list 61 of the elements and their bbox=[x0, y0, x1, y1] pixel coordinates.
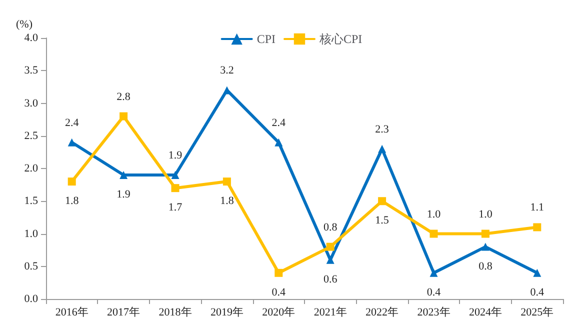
data-label: 0.6 bbox=[323, 273, 338, 286]
data-label: 0.8 bbox=[478, 260, 493, 272]
x-tick-label: 2020年 bbox=[262, 306, 296, 318]
data-label: 0.4 bbox=[426, 286, 442, 298]
y-tick-label: 0.5 bbox=[24, 260, 38, 272]
point bbox=[222, 178, 231, 186]
x-tick-label: 2021年 bbox=[314, 306, 347, 318]
x-tick-label: 2016年 bbox=[55, 306, 88, 318]
y-tick-label: 4.0 bbox=[24, 32, 38, 44]
point bbox=[68, 178, 76, 186]
point bbox=[378, 197, 386, 206]
y-tick-label: 3.0 bbox=[24, 97, 38, 110]
y-tick-label: 1.0 bbox=[24, 228, 38, 240]
data-label: 1.9 bbox=[168, 150, 183, 162]
data-label: 0.8 bbox=[323, 221, 338, 234]
data-label: 0.4 bbox=[530, 286, 545, 298]
point bbox=[533, 223, 542, 232]
y-axis-title: (%) bbox=[16, 18, 33, 30]
point bbox=[481, 242, 490, 251]
point bbox=[481, 230, 490, 238]
data-label: 1.8 bbox=[220, 195, 234, 208]
y-tick-label: 2.5 bbox=[24, 130, 38, 142]
x-tick-label: 2022年 bbox=[366, 306, 399, 318]
point bbox=[68, 138, 76, 146]
point bbox=[326, 256, 334, 264]
point bbox=[171, 171, 180, 180]
point bbox=[326, 242, 334, 251]
data-label: 1.9 bbox=[116, 188, 131, 201]
data-label: 2.8 bbox=[116, 90, 131, 103]
data-label: 3.2 bbox=[220, 64, 234, 77]
point bbox=[533, 268, 542, 277]
data-label: 2.3 bbox=[375, 123, 390, 136]
data-label: 2.4 bbox=[64, 116, 80, 129]
y-tick-label: 2.0 bbox=[24, 162, 38, 174]
point bbox=[274, 138, 283, 146]
data-label: 1.5 bbox=[375, 214, 390, 227]
point bbox=[274, 268, 283, 277]
point bbox=[120, 112, 128, 120]
legend-label: CPI bbox=[256, 32, 276, 46]
x-tick-label: 2017年 bbox=[107, 306, 140, 318]
data-label: 2.4 bbox=[272, 116, 286, 129]
point bbox=[430, 268, 438, 277]
data-label: 0.4 bbox=[272, 286, 286, 298]
data-label: 1.1 bbox=[530, 202, 544, 214]
x-tick-label: 2018年 bbox=[158, 306, 192, 318]
y-tick-label: 0.0 bbox=[24, 293, 38, 305]
data-label: 1.0 bbox=[478, 208, 493, 220]
point bbox=[378, 144, 386, 153]
point bbox=[171, 184, 180, 192]
x-tick-label: 2024年 bbox=[468, 306, 502, 318]
y-tick-label: 1.5 bbox=[24, 195, 38, 208]
legend-label: 核心CPI bbox=[318, 32, 362, 46]
x-tick-label: 2025年 bbox=[520, 306, 554, 318]
y-tick-label: 3.5 bbox=[24, 64, 38, 77]
data-label: 1.7 bbox=[168, 202, 183, 214]
data-label: 1.8 bbox=[64, 195, 80, 208]
x-tick-label: 2019年 bbox=[210, 306, 244, 318]
point bbox=[430, 230, 438, 238]
point bbox=[120, 171, 128, 180]
x-tick-label: 2023年 bbox=[417, 306, 450, 318]
data-label: 1.0 bbox=[426, 208, 442, 220]
